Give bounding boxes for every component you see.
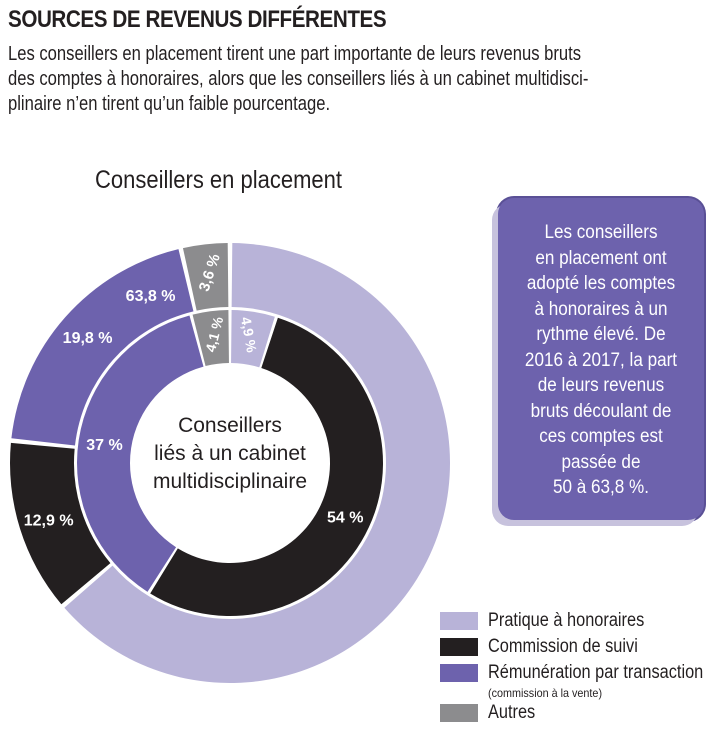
inner-ring <box>77 310 384 617</box>
page-title: SOURCES DE REVENUS DIFFÉRENTES <box>8 6 387 33</box>
outer-label-remuneration-par-transaction: 19,8 % <box>63 330 113 347</box>
callout-box: Les conseillers en placement ont adopté … <box>498 198 704 520</box>
subtitle-line: des comptes à honoraires, alors que les … <box>8 68 589 90</box>
legend-swatch <box>440 664 478 682</box>
inner-ring-title: Conseillers liés à un cabinet multidisci… <box>153 414 307 493</box>
legend-label: Pratique à honoraires <box>488 610 645 631</box>
outer-slice-autres <box>182 243 229 311</box>
page-subtitle: Les conseillers en placement tirent une … <box>8 42 672 117</box>
donut-chart: 63,8 %12,9 %19,8 %3,6 %4,9 %54 %37 %4,1 … <box>9 243 451 683</box>
outer-label-pratique-a-honoraires: 63,8 % <box>126 288 176 305</box>
slice-labels: 63,8 %12,9 %19,8 %3,6 %4,9 %54 %37 %4,1 … <box>24 252 364 530</box>
legend-swatch <box>440 638 478 656</box>
legend-label: Commission de suivi <box>488 636 638 657</box>
inner-slice-commission-de-suivi <box>150 317 384 617</box>
outer-ring-title: Conseillers en placement <box>95 166 343 194</box>
center-title-line: Conseillers <box>178 414 282 437</box>
inner-label-remuneration-par-transaction: 37 % <box>86 437 122 454</box>
callout-text: Les conseillers en placement ont adopté … <box>524 222 678 498</box>
legend-swatch <box>440 704 478 722</box>
subtitle-line: Les conseillers en placement tirent une … <box>8 43 582 65</box>
outer-slice-commission-de-suivi <box>9 442 111 605</box>
subtitle-line: plinaire n’en tirent qu’un faible pource… <box>8 93 331 115</box>
inner-slice-remuneration-par-transaction <box>77 315 204 592</box>
legend-swatch <box>440 612 478 630</box>
outer-slice-remuneration-par-transaction <box>11 249 194 446</box>
inner-slice-pratique-a-honoraires <box>231 310 275 368</box>
inner-slice-autres <box>192 310 229 367</box>
center-title-line: liés à un cabinet <box>154 442 306 465</box>
outer-ring <box>9 243 451 683</box>
inner-label-commission-de-suivi: 54 % <box>327 509 363 526</box>
center-title-line: multidisciplinaire <box>153 470 307 493</box>
legend-label: Rémunération par transaction <box>488 662 704 683</box>
outer-slice-pratique-a-honoraires <box>64 243 451 683</box>
inner-label-pratique-a-honoraires: 4,9 % <box>238 316 260 355</box>
outer-label-commission-de-suivi: 12,9 % <box>24 513 74 530</box>
legend-label: Autres <box>488 702 536 723</box>
legend-sublabel: (commission à la vente) <box>488 686 603 700</box>
